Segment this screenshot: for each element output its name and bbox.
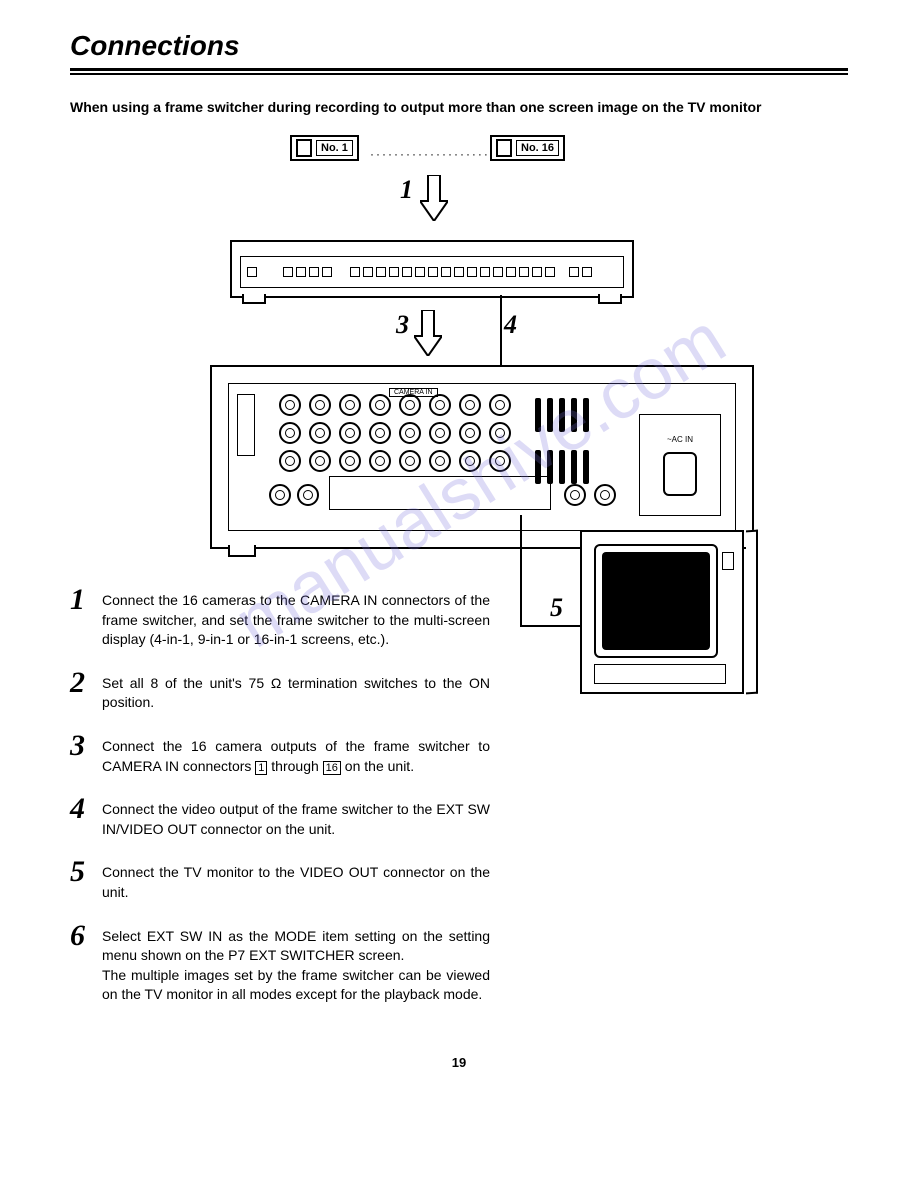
monitor-screen-inner [602,552,710,650]
step-text: Connect the 16 camera outputs of the fra… [102,731,490,776]
monitor-controls [594,664,726,684]
terminal-block [329,476,551,510]
step-3-mid: through [267,758,322,774]
diagram-step-4: 4 [504,310,517,340]
ac-in-panel: ~AC IN [639,414,721,516]
step-4: 4 Connect the video output of the frame … [70,794,490,839]
ac-socket-icon [663,452,697,496]
page-container: Connections When using a frame switcher … [0,0,918,1110]
step-number: 3 [70,731,94,761]
diagram-step-1: 1 [400,175,413,205]
step-number: 6 [70,921,94,951]
monitor-knob [722,552,734,570]
vcr-body: CAMERA IN [228,383,736,531]
step-text: Select EXT SW IN as the MODE item settin… [102,921,490,1005]
step-3: 3 Connect the 16 camera outputs of the f… [70,731,490,776]
page-title: Connections [70,30,848,62]
switcher-foot [598,294,622,304]
step-number: 4 [70,794,94,824]
camera-lens-icon [296,139,312,157]
camera-in-connectors [279,394,559,484]
camera-16: No. 16 [490,135,565,161]
diagram-step-3: 3 [396,310,409,340]
step-6: 6 Select EXT SW IN as the MODE item sett… [70,921,490,1005]
arrow-3-icon [414,310,442,356]
boxed-1: 1 [255,761,267,775]
step-number: 1 [70,585,94,615]
rs232-port [237,394,255,456]
camera-16-label: No. 16 [516,140,559,156]
step-text: Connect the TV monitor to the VIDEO OUT … [102,857,490,902]
switcher-front-panel [240,256,624,288]
switcher-foot [242,294,266,304]
camera-lens-icon [496,139,512,157]
ac-in-label: ~AC IN [667,435,693,444]
arrow-1-icon [420,175,448,221]
vcr-foot [228,545,256,557]
cable-5-v [520,515,522,625]
step-number: 5 [70,857,94,887]
tv-monitor [580,530,750,710]
step-3-post: on the unit. [341,758,414,774]
monitor-body [580,530,744,694]
connection-diagram: No. 1 ····················· No. 16 1 [150,135,850,705]
step-5: 5 Connect the TV monitor to the VIDEO OU… [70,857,490,902]
recorder-unit: CAMERA IN [210,365,754,549]
camera-ellipsis: ····················· [370,147,496,161]
video-out-connectors [564,484,616,506]
aux-connectors [269,484,319,506]
intro-text: When using a frame switcher during recor… [70,99,848,115]
title-rule [70,68,848,75]
frame-switcher [230,240,634,298]
camera-1-label: No. 1 [316,140,353,156]
step-text: Connect the video output of the frame sw… [102,794,490,839]
monitor-side [746,530,758,695]
monitor-screen [594,544,718,658]
boxed-16: 16 [323,761,341,775]
diagram-step-5: 5 [550,593,563,623]
camera-1: No. 1 [290,135,359,161]
page-number: 19 [70,1055,848,1070]
step-number: 2 [70,668,94,698]
cable-5-h [520,625,580,627]
